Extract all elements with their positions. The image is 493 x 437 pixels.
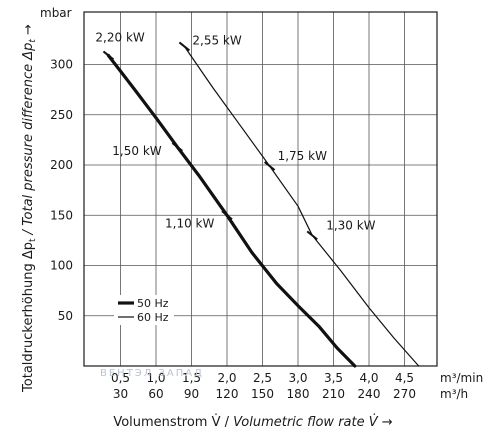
- plot-frame: [83, 11, 438, 367]
- y-axis-title: Totaldruckerhöhung Δpt / Total pressure …: [21, 24, 38, 393]
- x-tick-label-primary-7: 4,0: [359, 371, 378, 385]
- x-axis-title: Volumenstrom V̇ / Volumetric flow rate V…: [113, 415, 392, 430]
- y-tick-label-3: 200: [50, 158, 73, 172]
- watermark-text: ВЕНТЭЛ ЗАПАД: [100, 368, 204, 379]
- legend-label-60hz: 60 Hz: [137, 311, 169, 324]
- x-tick-label-primary-6: 3,5: [324, 371, 343, 385]
- x-tick-label-secondary-0: 30: [113, 387, 128, 401]
- annotation-label-2: 1,10 kW: [165, 216, 214, 230]
- y-title-arrow: →: [21, 24, 36, 39]
- x-axis-ticks: 0,5 30 1,0 60 1,5 90 2,0 120 2,5 150 3,0 180 3,5 210 4…: [111, 371, 416, 401]
- x-tick-label-primary-4: 2,5: [253, 371, 272, 385]
- y-tick-label-5: 300: [50, 58, 73, 72]
- y-title-sub-2: t: [28, 39, 38, 43]
- series-line-50hz: [106, 53, 357, 368]
- annotation-label-5: 1,30 kW: [326, 218, 375, 232]
- annotation-tick-4: [263, 161, 276, 171]
- x-tick-label-secondary-1: 60: [148, 387, 163, 401]
- x-unit-primary: m³/min: [440, 371, 483, 385]
- x-tick-label-primary-8: 4,5: [395, 371, 414, 385]
- annotation-tick-1: [171, 142, 183, 152]
- x-tick-label-primary-2: 1,5: [182, 371, 201, 385]
- grid: [84, 12, 437, 366]
- x-tick-label-secondary-7: 240: [358, 387, 381, 401]
- x-tick-label-primary-1: 1,0: [146, 371, 165, 385]
- x-tick-label-secondary-8: 270: [393, 387, 416, 401]
- annotation-label-4: 1,75 kW: [278, 149, 327, 163]
- y-title-sub-1: t: [28, 238, 38, 242]
- x-tick-label-primary-5: 3,0: [288, 371, 307, 385]
- series-group: [106, 45, 420, 368]
- x-title-italic: Volumetric flow rate V̇: [233, 415, 379, 430]
- x-title-plain: Volumenstrom V̇ /: [113, 415, 233, 430]
- annotation-label-1: 1,50 kW: [112, 144, 161, 158]
- x-tick-label-secondary-5: 180: [287, 387, 310, 401]
- y-title-plain: Totaldruckerhöhung Δp: [21, 242, 36, 393]
- x-tick-label-primary-3: 2,0: [217, 371, 236, 385]
- annotation-tick-0: [102, 50, 115, 61]
- annotation-tick-2: [221, 210, 233, 221]
- x-tick-label-primary-0: 0,5: [111, 371, 130, 385]
- y-tick-label-1: 100: [50, 259, 73, 273]
- x-unit-secondary: m³/h: [440, 387, 468, 401]
- annotation-label-3: 2,55 kW: [192, 33, 241, 47]
- y-unit-label: mbar: [40, 6, 72, 20]
- legend-background: [114, 295, 174, 325]
- x-title-arrow: →: [378, 415, 393, 430]
- legend: 50 Hz 60 Hz: [114, 295, 174, 325]
- x-tick-label-secondary-3: 120: [216, 387, 239, 401]
- y-tick-label-2: 150: [50, 208, 73, 222]
- legend-label-50hz: 50 Hz: [137, 297, 169, 310]
- x-tick-label-secondary-6: 210: [322, 387, 345, 401]
- y-axis-ticks: 50 100 150 200 250 300: [50, 58, 73, 323]
- series-line-60hz: [183, 45, 420, 367]
- annotation-tick-5: [306, 230, 318, 241]
- annotation-label-0: 2,20 kW: [95, 30, 144, 44]
- y-tick-label-4: 250: [50, 108, 73, 122]
- annotation-tick-3: [178, 41, 191, 52]
- x-tick-label-secondary-4: 150: [251, 387, 274, 401]
- y-title-italic: / Total pressure difference Δp: [21, 43, 36, 239]
- y-tick-label-0: 50: [58, 309, 73, 323]
- x-tick-label-secondary-2: 90: [184, 387, 199, 401]
- annotations: 2,20 kW 1,50 kW 1,10 kW 2,55 kW 1,75 kW 1,30 …: [95, 30, 376, 241]
